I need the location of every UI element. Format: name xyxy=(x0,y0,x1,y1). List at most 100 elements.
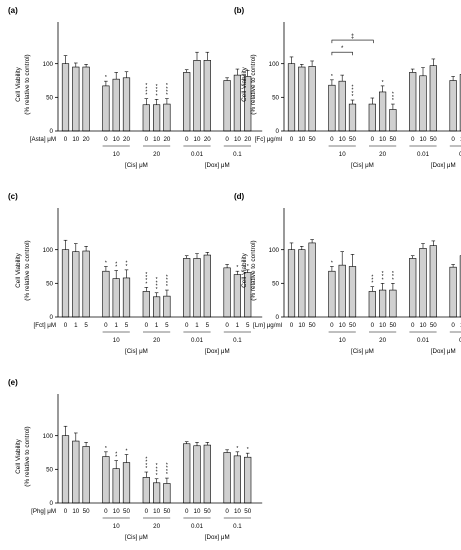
x-tick-label: 10 xyxy=(379,136,386,143)
y-tick-label: 50 xyxy=(46,281,53,288)
bar xyxy=(379,289,387,318)
y-tick-label: 100 xyxy=(269,61,280,68)
x-tick-label: 50 xyxy=(309,136,316,143)
significance-mark: * xyxy=(145,463,147,469)
significance-mark: * xyxy=(126,261,128,267)
x-tick-label: 0 xyxy=(451,136,455,143)
significance-mark: * xyxy=(145,460,147,466)
x-tick-label: 10 xyxy=(339,322,346,329)
x-tick-label: 0 xyxy=(145,508,149,515)
group-label: 0.1 xyxy=(233,151,242,158)
significance-mark: * xyxy=(156,470,158,476)
significance-mark: * xyxy=(166,281,168,287)
x-tick-label: 5 xyxy=(246,322,250,329)
bar xyxy=(298,66,306,132)
x-tick-label: 50 xyxy=(389,136,396,143)
group-label: 0.01 xyxy=(417,337,430,344)
bar xyxy=(389,109,397,132)
significance-mark: * xyxy=(156,473,158,479)
treatment-label: [Fc] μg/ml xyxy=(255,136,282,143)
significance-mark: * xyxy=(371,278,373,284)
y-axis-title: Cell Viability xyxy=(241,252,248,287)
group-label: 20 xyxy=(153,151,160,158)
x-tick-label: 10 xyxy=(234,508,241,515)
bar xyxy=(409,258,417,318)
x-tick-label: 10 xyxy=(298,322,305,329)
bar xyxy=(183,443,191,504)
significance-mark: * xyxy=(371,274,373,280)
x-tick-label: 10 xyxy=(194,508,201,515)
bar xyxy=(183,72,191,132)
bar xyxy=(112,278,120,318)
significance-mark: * xyxy=(156,84,158,90)
chart-panel: (b) Cell Viability (% relative to control)… xyxy=(234,6,461,169)
x-tick-label: 0 xyxy=(330,136,334,143)
y-axis-subtitle: (% relative to control) xyxy=(24,54,31,114)
panel-label: (c) xyxy=(8,192,18,201)
cis-axis-label: [Cis] μM xyxy=(351,162,374,169)
significance-mark: * xyxy=(115,455,117,461)
bar xyxy=(308,66,316,132)
group-label: 10 xyxy=(113,151,120,158)
x-tick-label: 10 xyxy=(379,322,386,329)
group-label: 0.1 xyxy=(233,337,242,344)
bar xyxy=(122,277,131,318)
y-tick-label: 0 xyxy=(50,500,54,507)
bar xyxy=(328,270,336,318)
bar xyxy=(233,455,242,504)
bar xyxy=(193,258,201,318)
y-tick-label: 100 xyxy=(269,247,280,254)
x-tick-label: 50 xyxy=(163,508,170,515)
significance-mark: * xyxy=(145,86,147,92)
x-tick-label: 20 xyxy=(244,136,251,143)
cis-axis-label: [Cis] μM xyxy=(125,162,148,169)
bar xyxy=(193,59,201,132)
y-axis-title: Cell Viability xyxy=(15,252,22,287)
x-tick-label: 10 xyxy=(420,136,427,143)
significance-mark: * xyxy=(166,472,168,478)
significance-mark: * xyxy=(145,456,147,462)
significance-mark: * xyxy=(247,264,249,270)
x-tick-label: 0 xyxy=(290,322,294,329)
bar xyxy=(193,445,201,504)
bar xyxy=(338,264,346,318)
significance-mark: * xyxy=(166,274,168,280)
x-tick-label: 1 xyxy=(74,322,78,329)
significance-mark: * xyxy=(371,281,373,287)
x-tick-label: 50 xyxy=(123,508,130,515)
significance-mark: * xyxy=(145,275,147,281)
x-tick-label: 50 xyxy=(389,322,396,329)
y-tick-label: 50 xyxy=(272,95,279,102)
x-tick-label: 0 xyxy=(411,322,415,329)
x-tick-label: 10 xyxy=(194,136,201,143)
dox-axis-label: [Dox] μM xyxy=(205,348,230,355)
x-tick-label: 10 xyxy=(72,508,79,515)
significance-mark: * xyxy=(126,449,128,455)
y-tick-label: 100 xyxy=(43,61,54,68)
bar xyxy=(82,66,90,132)
x-tick-label: 0 xyxy=(104,136,108,143)
bar xyxy=(142,477,150,504)
bar xyxy=(203,254,211,318)
x-tick-label: 10 xyxy=(339,136,346,143)
bar xyxy=(449,80,457,132)
bar xyxy=(163,483,171,504)
x-tick-label: 0 xyxy=(290,136,294,143)
x-tick-label: 50 xyxy=(204,508,211,515)
significance-mark: * xyxy=(156,280,158,286)
bar xyxy=(203,444,211,504)
x-tick-label: 20 xyxy=(163,136,170,143)
bar xyxy=(233,274,242,318)
group-label: 20 xyxy=(153,337,160,344)
significance-mark: * xyxy=(145,466,147,472)
x-tick-label: 10 xyxy=(420,322,427,329)
x-tick-label: 1 xyxy=(236,322,240,329)
significance-mark: * xyxy=(156,284,158,290)
bar xyxy=(122,462,131,504)
chart-panel: (a)Cell Viability (% relative to control)… xyxy=(8,6,263,169)
significance-mark: * xyxy=(156,466,158,472)
significance-mark: * xyxy=(166,89,168,95)
x-tick-label: 5 xyxy=(165,322,169,329)
panel-label: (b) xyxy=(234,6,245,15)
bar xyxy=(153,482,161,504)
